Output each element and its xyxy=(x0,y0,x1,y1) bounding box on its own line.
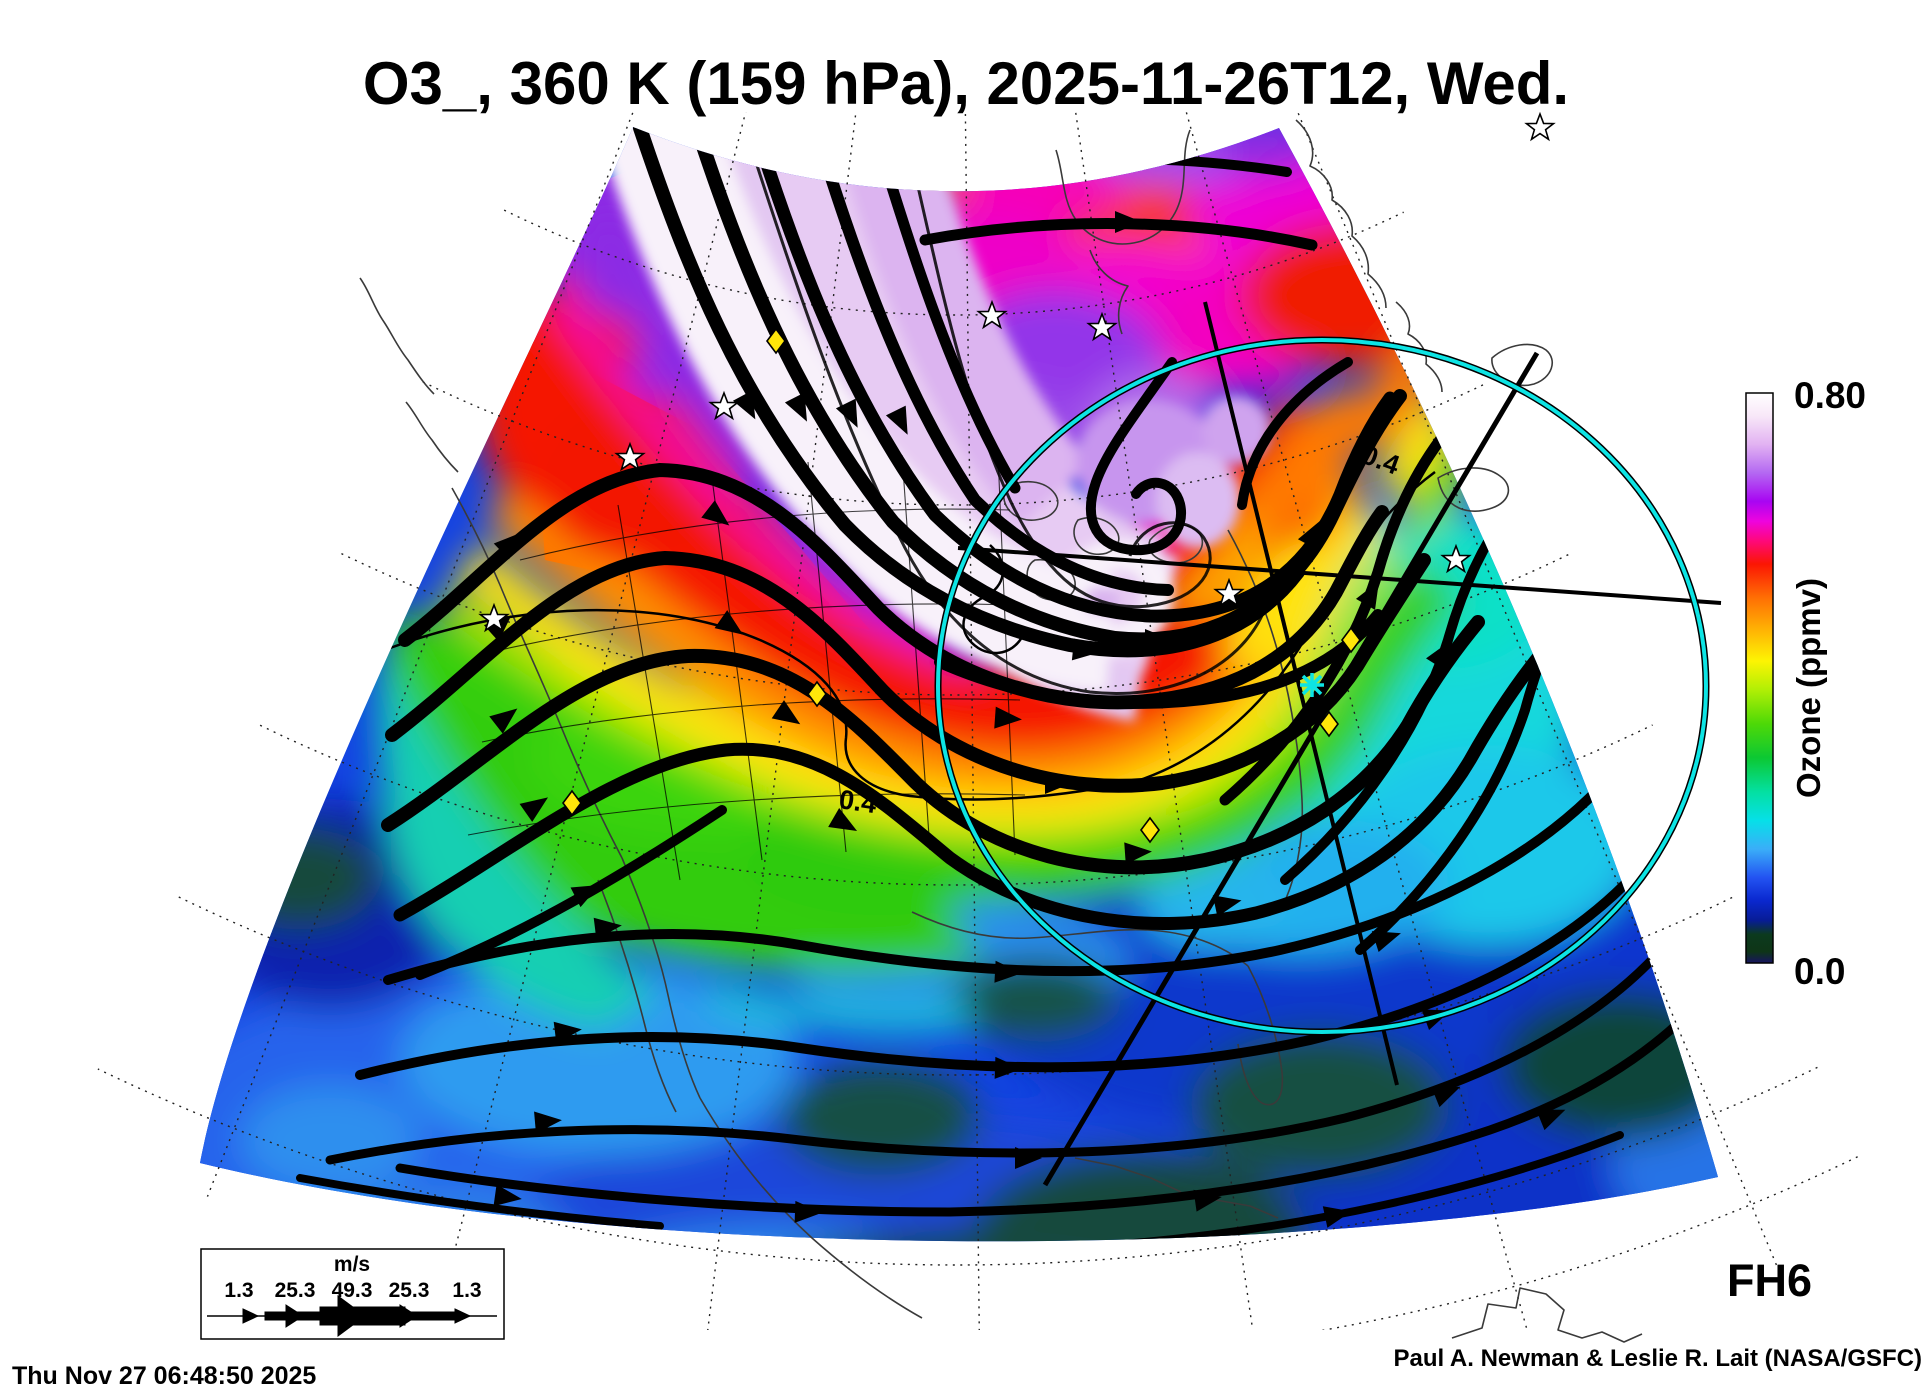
svg-text:1.3: 1.3 xyxy=(452,1279,481,1302)
svg-text:Paul A. Newman & Leslie R. Lai: Paul A. Newman & Leslie R. Lait (NASA/GS… xyxy=(1393,1345,1922,1372)
svg-text:Thu Nov 27 06:48:50 2025: Thu Nov 27 06:48:50 2025 xyxy=(12,1362,316,1390)
svg-text:49.3: 49.3 xyxy=(332,1279,373,1302)
svg-text:m/s: m/s xyxy=(334,1253,370,1276)
svg-text:O3_, 360 K (159 hPa), 2025-11-: O3_, 360 K (159 hPa), 2025-11-26T12, Wed… xyxy=(363,50,1569,117)
svg-text:25.3: 25.3 xyxy=(389,1279,430,1302)
svg-text:25.3: 25.3 xyxy=(275,1279,316,1302)
svg-text:FH6: FH6 xyxy=(1727,1255,1812,1306)
svg-text:1.3: 1.3 xyxy=(224,1279,253,1302)
svg-text:0.80: 0.80 xyxy=(1794,375,1866,416)
svg-text:0.0: 0.0 xyxy=(1794,951,1845,992)
svg-text:Ozone (ppmv): Ozone (ppmv) xyxy=(1790,578,1827,798)
